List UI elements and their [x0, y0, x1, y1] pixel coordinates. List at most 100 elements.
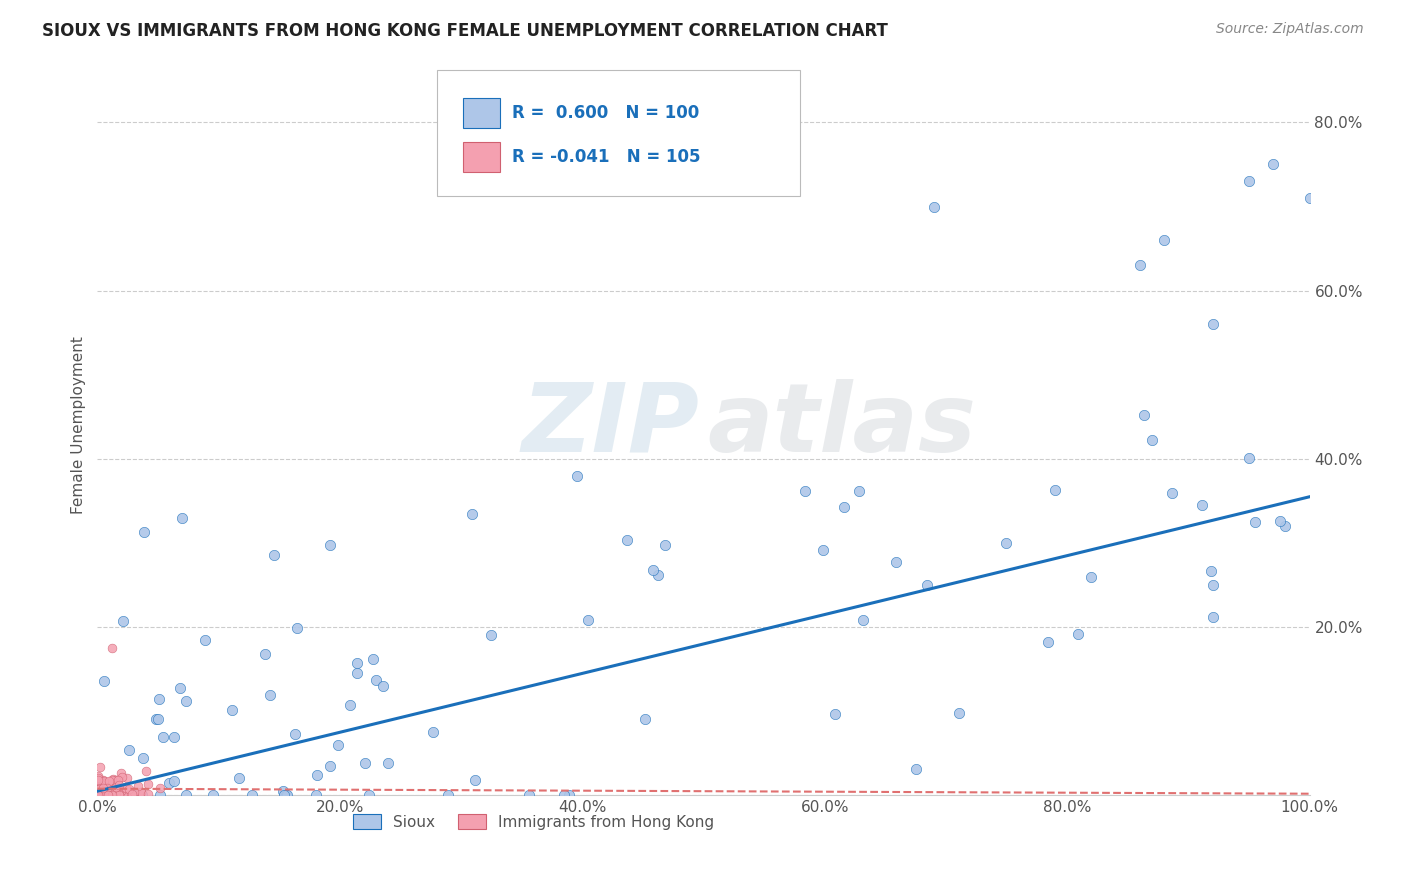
- Point: [91, 787, 114, 801]
- Point: [1244, 516, 1267, 530]
- Point: [553, 789, 575, 803]
- Point: [89, 786, 111, 800]
- Point: [94, 786, 117, 800]
- Point: [91, 788, 114, 802]
- Point: [87, 789, 110, 803]
- Point: [852, 613, 875, 627]
- Point: [464, 773, 486, 788]
- Text: SIOUX VS IMMIGRANTS FROM HONG KONG FEMALE UNEMPLOYMENT CORRELATION CHART: SIOUX VS IMMIGRANTS FROM HONG KONG FEMAL…: [42, 22, 889, 40]
- Point: [1268, 514, 1291, 528]
- Point: [111, 787, 134, 801]
- Point: [120, 787, 142, 801]
- Point: [96, 783, 118, 797]
- Point: [995, 536, 1018, 550]
- Point: [89, 789, 111, 803]
- Point: [172, 510, 194, 524]
- Point: [1263, 157, 1285, 171]
- Point: [129, 785, 152, 799]
- Point: [1201, 318, 1223, 332]
- Point: [89, 788, 111, 802]
- Point: [354, 756, 377, 770]
- Point: [145, 713, 167, 727]
- Point: [100, 786, 122, 800]
- Point: [108, 780, 131, 795]
- Point: [1239, 450, 1261, 465]
- Point: [361, 652, 384, 666]
- Point: [915, 577, 938, 591]
- Point: [87, 783, 110, 797]
- Point: [1045, 483, 1067, 498]
- Point: [326, 738, 349, 752]
- Point: [305, 768, 328, 782]
- Point: [1274, 519, 1296, 533]
- Point: [346, 665, 368, 680]
- Point: [115, 781, 138, 796]
- Point: [794, 484, 817, 499]
- Text: R = -0.041   N = 105: R = -0.041 N = 105: [512, 148, 700, 166]
- Point: [848, 483, 870, 498]
- Point: [87, 784, 110, 798]
- Point: [87, 787, 110, 801]
- Point: [87, 772, 110, 787]
- Point: [479, 628, 502, 642]
- Point: [149, 789, 172, 803]
- Point: [163, 730, 186, 744]
- Point: [93, 788, 115, 802]
- Point: [104, 781, 127, 796]
- Point: [148, 692, 170, 706]
- Point: [1133, 408, 1156, 422]
- Point: [122, 789, 145, 803]
- Point: [135, 764, 157, 779]
- Point: [87, 783, 110, 797]
- Point: [87, 781, 110, 796]
- Point: [96, 782, 118, 797]
- Point: [127, 779, 149, 793]
- Point: [305, 789, 328, 803]
- Point: [100, 784, 122, 798]
- Point: [641, 563, 664, 577]
- Point: [93, 774, 115, 789]
- Point: [90, 787, 112, 801]
- Point: [100, 780, 122, 794]
- Point: [107, 773, 129, 788]
- Point: [121, 787, 143, 801]
- Point: [89, 786, 111, 800]
- Point: [1298, 191, 1320, 205]
- Point: [90, 780, 112, 795]
- Point: [90, 773, 112, 788]
- Point: [1202, 610, 1225, 624]
- Point: [904, 763, 927, 777]
- Point: [110, 766, 132, 780]
- Point: [107, 778, 129, 792]
- Point: [101, 788, 124, 802]
- Point: [240, 789, 263, 803]
- Point: [86, 785, 108, 799]
- Point: [105, 773, 128, 788]
- Point: [576, 613, 599, 627]
- Point: [86, 774, 108, 789]
- Point: [1191, 499, 1213, 513]
- Point: [274, 789, 297, 803]
- Point: [319, 759, 342, 773]
- Point: [364, 673, 387, 687]
- Point: [108, 787, 131, 801]
- Point: [124, 785, 146, 799]
- Point: [377, 756, 399, 770]
- Point: [176, 694, 198, 708]
- Point: [221, 703, 243, 717]
- Point: [91, 780, 114, 795]
- Point: [91, 787, 114, 801]
- Point: [922, 200, 945, 214]
- Point: [89, 760, 111, 774]
- Point: [148, 712, 170, 726]
- Point: [97, 780, 120, 795]
- Legend: Sioux, Immigrants from Hong Kong: Sioux, Immigrants from Hong Kong: [347, 807, 720, 836]
- Point: [1237, 174, 1260, 188]
- Point: [1201, 578, 1223, 592]
- FancyBboxPatch shape: [464, 98, 499, 128]
- Point: [131, 789, 153, 803]
- Point: [285, 622, 308, 636]
- Point: [271, 784, 294, 798]
- Point: [100, 777, 122, 791]
- Point: [228, 771, 250, 785]
